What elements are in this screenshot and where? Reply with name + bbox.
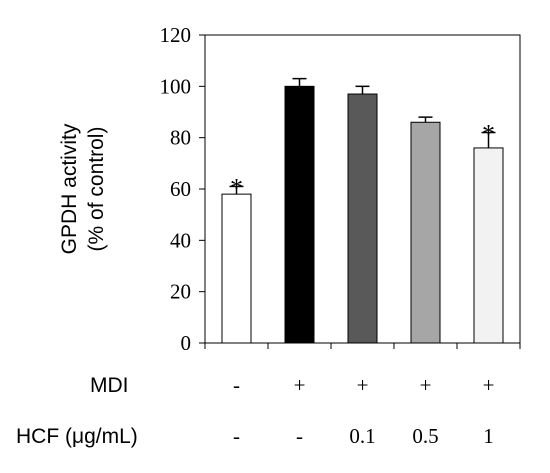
y-tick-label: 40	[170, 228, 191, 252]
bar	[347, 93, 378, 344]
condition-value: +	[420, 373, 432, 397]
significance-mark: *	[482, 120, 495, 149]
condition-value: +	[294, 373, 306, 397]
y-tick-label: 120	[160, 23, 192, 47]
condition-label: MDI	[90, 374, 129, 397]
condition-value: +	[357, 373, 369, 397]
bar	[473, 147, 504, 344]
condition-value: 1	[483, 424, 494, 448]
y-tick-label: 80	[170, 126, 191, 150]
condition-value: 0.1	[349, 424, 375, 448]
y-tick-label: 20	[170, 280, 191, 304]
bar-series: **	[221, 77, 504, 344]
y-axis-title: GPDH activity (% of control)	[58, 123, 108, 254]
bar	[284, 85, 315, 344]
bar	[410, 121, 441, 344]
y-axis-title-line1: GPDH activity	[58, 123, 81, 254]
condition-value: -	[233, 424, 240, 448]
condition-value: -	[296, 424, 303, 448]
condition-value: -	[233, 373, 240, 397]
significance-mark: *	[230, 173, 243, 202]
y-tick-label: 100	[160, 74, 192, 98]
y-axis: 0 20 40 60 80 100 120	[160, 23, 205, 355]
x-axis-ticks	[204, 343, 521, 349]
condition-value: 0.5	[412, 424, 438, 448]
condition-value: +	[483, 373, 495, 397]
y-axis-title-line2: (% of control)	[85, 127, 108, 252]
y-tick-label: 0	[181, 331, 192, 355]
bar	[221, 193, 252, 344]
y-tick-label: 60	[170, 177, 191, 201]
condition-label: HCF (μg/mL)	[16, 425, 138, 448]
condition-table: MDI - + + + + HCF (μg/mL) - - 0.1 0.5 1	[16, 373, 494, 448]
